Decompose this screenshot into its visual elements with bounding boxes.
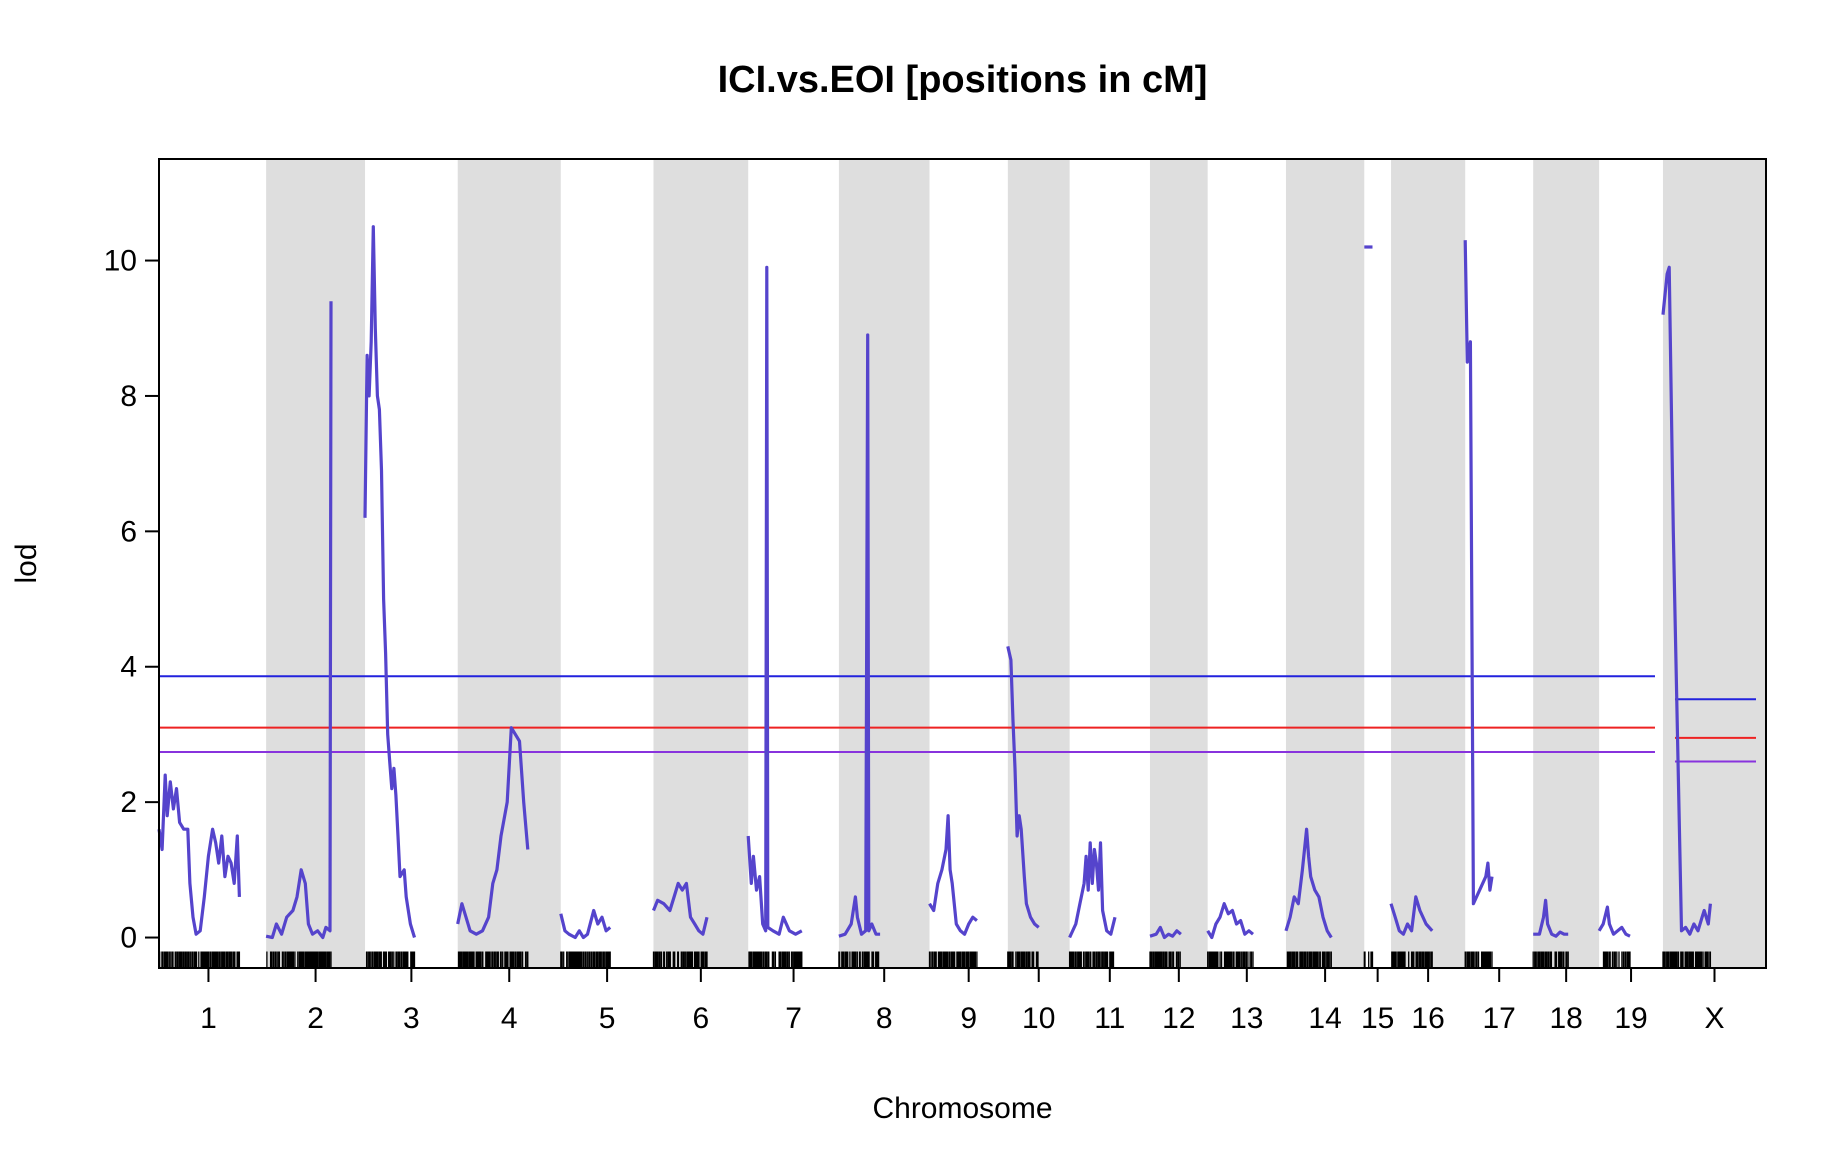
lod-curve-chr-11	[1068, 841, 1117, 939]
x-tick-label-16: 16	[1411, 1002, 1444, 1035]
chr-band-18	[1533, 159, 1600, 968]
lod-curve-chr-X	[1661, 265, 1712, 936]
x-tick-label-14: 14	[1308, 1002, 1341, 1035]
x-tick-label-8: 8	[876, 1002, 893, 1035]
chr-band-8	[838, 159, 930, 968]
marker-rug	[158, 951, 1712, 968]
chromosome-bands	[266, 159, 1766, 968]
lod-curve-chr-14	[1284, 827, 1333, 939]
y-axis: 0 2 4 6 8 10	[104, 245, 159, 955]
x-tick-label-17: 17	[1483, 1002, 1516, 1035]
lod-curve-chr-16	[1389, 895, 1434, 936]
chr-band-6	[653, 159, 749, 968]
lod-curve-chr-9	[928, 814, 978, 936]
chr-band-4	[457, 159, 561, 968]
y-tick-label-0: 0	[120, 922, 137, 955]
lod-curve-chr-8	[838, 333, 881, 938]
rug-chr-3	[365, 951, 416, 968]
x-tick-label-3: 3	[403, 1002, 420, 1035]
x-axis: 1 2 3 4 5 6 7 8 9 10 11 12 13 14 15 16 17 18 19 X	[200, 968, 1725, 1035]
lod-curve-chr-12	[1149, 925, 1182, 940]
chr-band-2	[266, 159, 366, 968]
x-tick-label-11: 11	[1094, 1002, 1125, 1035]
rug-chr-8	[838, 951, 880, 968]
x-tick-label-13: 13	[1230, 1002, 1263, 1035]
x-tick-label-1: 1	[200, 1002, 217, 1035]
x-tick-label-18: 18	[1549, 1002, 1582, 1035]
x-tick-label-5: 5	[599, 1002, 616, 1035]
x-tick-label-15: 15	[1361, 1002, 1394, 1035]
x-tick-label-4: 4	[501, 1002, 518, 1035]
lod-curve-chr-13	[1206, 902, 1255, 940]
y-tick-label-10: 10	[104, 245, 137, 278]
rug-chr-12	[1149, 951, 1181, 968]
rug-chr-19	[1602, 951, 1631, 968]
y-tick-label-4: 4	[120, 651, 137, 684]
lod-curve-chr-1	[157, 773, 241, 936]
lod-curve-chr-5	[559, 908, 612, 940]
x-tick-label-7: 7	[785, 1002, 802, 1035]
chart-title: ICI.vs.EOI [positions in cM]	[718, 59, 1208, 101]
plot-frame	[158, 158, 1767, 969]
rug-chr-17	[1464, 951, 1493, 968]
lod-curve-chr-19	[1597, 905, 1631, 938]
rug-chr-11	[1068, 951, 1115, 968]
y-axis-label: lod	[10, 543, 43, 583]
lod-curve-chr-4	[456, 726, 530, 936]
x-tick-label-10: 10	[1022, 1002, 1055, 1035]
rug-chr-18	[1532, 951, 1569, 968]
x-tick-label-19: 19	[1614, 1002, 1647, 1035]
rug-chr-6	[652, 951, 708, 968]
lod-curve-chr-7	[746, 265, 803, 936]
x-tick-label-12: 12	[1162, 1002, 1195, 1035]
chr-band-10	[1007, 159, 1070, 968]
threshold-lines	[159, 675, 1756, 763]
lod-curve-chr-17	[1463, 240, 1494, 906]
chr-band-14	[1285, 159, 1365, 968]
x-axis-label: Chromosome	[872, 1092, 1052, 1125]
lod-curve-chr-18	[1533, 898, 1569, 938]
rug-chr-10	[1007, 951, 1039, 968]
rug-chr-7	[748, 951, 803, 968]
rug-chr-2	[266, 951, 332, 968]
lod-curves	[157, 225, 1712, 940]
lod-curve-chr-3	[363, 225, 417, 938]
rug-chr-5	[560, 951, 611, 968]
x-tick-label-2: 2	[307, 1002, 324, 1035]
y-tick-label-8: 8	[120, 380, 137, 413]
rug-chr-9	[928, 951, 978, 968]
rug-chr-13	[1207, 951, 1254, 968]
x-tick-label-X: X	[1704, 1002, 1724, 1035]
chr-band-16	[1391, 159, 1466, 968]
lod-curve-chr-6	[652, 881, 709, 936]
rug-chr-4	[457, 951, 529, 968]
x-tick-label-6: 6	[693, 1002, 710, 1035]
rug-chr-X	[1662, 951, 1712, 968]
lod-curve-chr-2	[265, 301, 333, 940]
chr-band-12	[1149, 159, 1208, 968]
lod-curve-chr-10	[1006, 646, 1040, 929]
rug-chr-15	[1363, 951, 1374, 968]
rug-chr-14	[1286, 951, 1332, 968]
y-tick-label-2: 2	[120, 786, 137, 819]
rug-chr-16	[1391, 951, 1433, 968]
x-tick-label-9: 9	[960, 1002, 977, 1035]
y-tick-label-6: 6	[120, 515, 137, 548]
rug-chr-1	[158, 951, 241, 968]
